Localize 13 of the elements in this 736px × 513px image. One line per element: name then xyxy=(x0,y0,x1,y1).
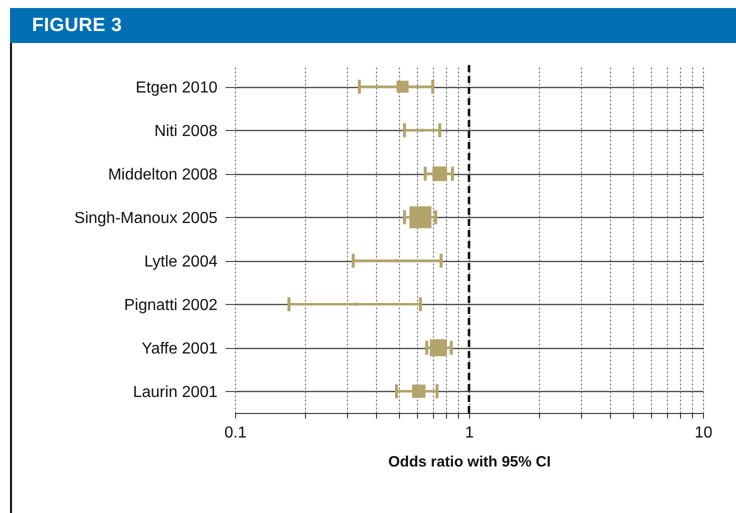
text: FIGURE 3 xyxy=(10,8,736,43)
y-tick-label: Lytle 2004 xyxy=(144,253,218,270)
y-tick-label: Laurin 2001 xyxy=(132,384,218,401)
x-tick-label: 10 xyxy=(694,424,712,442)
y-tick-label: Pignatti 2002 xyxy=(124,296,218,314)
y-tick-label: Singh-Manoux 2005 xyxy=(74,210,218,227)
y-tick-label: Niti 2008 xyxy=(154,122,218,140)
y-tick-label: Middelton 2008 xyxy=(108,166,218,184)
y-tick-label: Etgen 2010 xyxy=(136,79,218,96)
x-tick-label: 0.1 xyxy=(224,424,247,442)
y-tick-label: Yaffe 2001 xyxy=(142,340,218,358)
x-tick-label: 1 xyxy=(465,424,474,442)
x-axis-title: Odds ratio with 95% CI xyxy=(388,454,551,470)
